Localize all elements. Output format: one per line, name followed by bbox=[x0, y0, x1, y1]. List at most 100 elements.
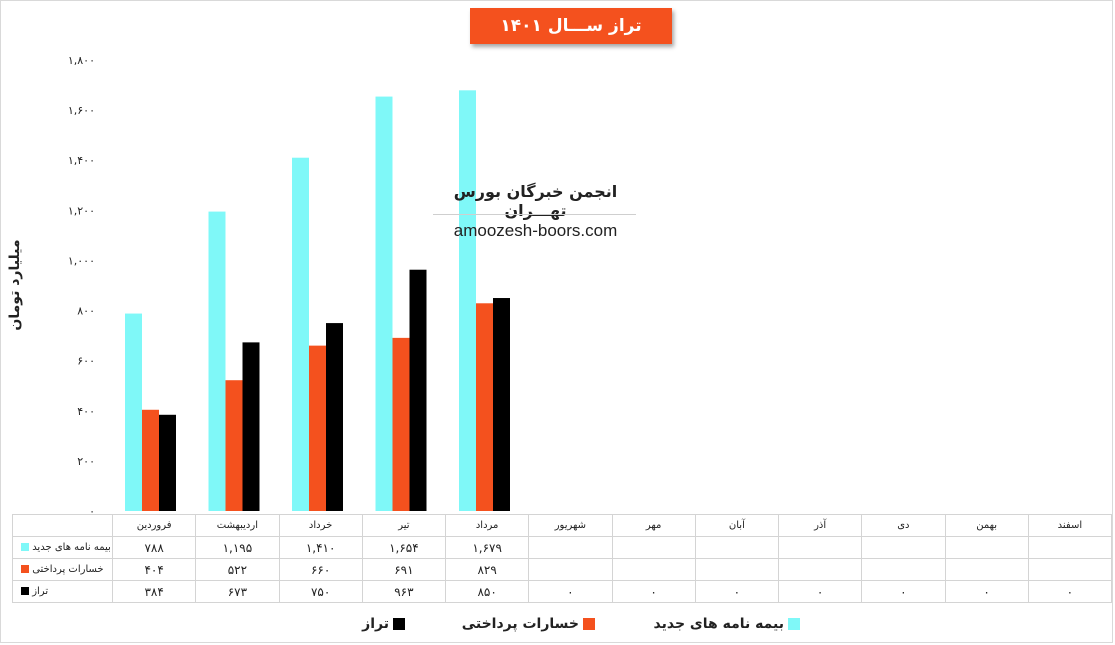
table-month-header: اسفند bbox=[1027, 514, 1113, 537]
table-cell bbox=[694, 558, 780, 581]
table-month-header: مرداد bbox=[444, 514, 530, 537]
y-tick-label: ۶۰۰ bbox=[77, 355, 95, 368]
table-cell bbox=[1027, 558, 1113, 581]
table-cell: ۱,۶۵۴ bbox=[361, 536, 447, 559]
y-tick-label: ۱,۶۰۰ bbox=[68, 104, 95, 117]
table-row-header: خسارات پرداختی bbox=[12, 558, 113, 581]
table-corner-cell bbox=[12, 514, 113, 537]
bar-balance bbox=[242, 342, 260, 511]
chart-title: تراز ســـال ۱۴۰۱ آســـــیا bbox=[470, 8, 672, 72]
table-cell bbox=[611, 536, 696, 559]
y-tick-label: ۱,۲۰۰ bbox=[68, 204, 95, 217]
balance-swatch bbox=[21, 587, 29, 595]
bar-claims bbox=[225, 380, 243, 511]
table-cell: ۸۵۰ bbox=[444, 580, 530, 603]
table-row-label: خسارات پرداختی bbox=[32, 564, 104, 575]
table-month-header: اردیبهشت bbox=[195, 514, 280, 537]
table-cell: ۷۸۸ bbox=[111, 536, 197, 559]
table-row-premium: بیمه نامه های جدید ۷۸۸ ۱,۱۹۵ ۱,۴۱۰ ۱,۶۵۴… bbox=[12, 536, 1113, 559]
table-cell: ۰ bbox=[861, 580, 946, 603]
table-cell: ۴۰۴ bbox=[111, 558, 197, 581]
table-month-header: مهر bbox=[611, 514, 696, 537]
table-cell bbox=[528, 558, 613, 581]
legend-label-claims: خسارات پرداختی bbox=[461, 616, 579, 632]
legend-item-claims: خسارات پرداختی bbox=[462, 616, 595, 632]
bar-balance bbox=[159, 414, 176, 511]
y-tick-label: ۸۰۰ bbox=[77, 305, 95, 318]
table-cell: ۳۸۴ bbox=[111, 580, 197, 603]
watermark-divider bbox=[433, 214, 636, 215]
table-cell: ۱,۶۷۹ bbox=[444, 536, 530, 559]
y-tick-label: ۱,۸۰۰ bbox=[68, 54, 95, 67]
y-tick-label: ۱,۴۰۰ bbox=[68, 154, 95, 167]
table-cell: ۵۲۲ bbox=[195, 558, 280, 581]
watermark-title: انجمن خبرگان بورس تهـــران bbox=[453, 182, 618, 220]
watermark-url: amoozesh-boors.com bbox=[453, 221, 618, 240]
bar-balance bbox=[326, 323, 343, 511]
y-tick-label: ۰ bbox=[89, 505, 95, 518]
table-cell bbox=[694, 536, 780, 559]
table-cell bbox=[861, 536, 946, 559]
table-month-header: شهریور bbox=[528, 514, 613, 537]
legend-swatch-balance bbox=[393, 618, 405, 630]
table-row-label: بیمه نامه های جدید bbox=[32, 542, 111, 553]
bar-claims bbox=[309, 345, 326, 511]
legend-label-premium: بیمه نامه های جدید bbox=[653, 616, 784, 632]
table-cell bbox=[944, 536, 1029, 559]
table-cell: ۶۹۱ bbox=[361, 558, 447, 581]
table-cell: ۸۲۹ bbox=[444, 558, 530, 581]
bar-claims bbox=[392, 337, 410, 511]
table-month-header: بهمن bbox=[944, 514, 1029, 537]
premium-swatch bbox=[21, 543, 29, 551]
table-cell: ۰ bbox=[777, 580, 863, 603]
y-tick-label: ۱,۰۰۰ bbox=[68, 254, 95, 267]
table-cell: ۶۶۰ bbox=[278, 558, 363, 581]
bar-premium bbox=[125, 313, 142, 511]
table-month-header: آبان bbox=[694, 514, 780, 537]
table-cell: ۰ bbox=[694, 580, 780, 603]
claims-swatch bbox=[21, 565, 29, 573]
table-header-row: فروردین اردیبهشت خرداد تیر مرداد شهریور … bbox=[12, 514, 1113, 537]
bar-premium bbox=[292, 157, 309, 511]
bar-premium bbox=[375, 96, 393, 511]
table-row-header: تراز bbox=[12, 580, 113, 603]
table-cell: ۰ bbox=[528, 580, 613, 603]
bar-balance bbox=[493, 298, 510, 511]
legend-swatch-premium bbox=[788, 618, 800, 630]
table-month-header: دی bbox=[861, 514, 946, 537]
table-cell: ۰ bbox=[1027, 580, 1113, 603]
table-cell: ۰ bbox=[611, 580, 696, 603]
table-cell: ۹۶۳ bbox=[361, 580, 447, 603]
bar-claims bbox=[476, 303, 493, 511]
bar-balance bbox=[409, 269, 427, 511]
table-row-balance: تراز ۳۸۴ ۶۷۳ ۷۵۰ ۹۶۳ ۸۵۰ ۰ ۰ ۰ ۰ ۰ ۰ ۰ bbox=[12, 580, 1113, 603]
legend-item-premium: بیمه نامه های جدید bbox=[654, 616, 800, 632]
table-cell: ۱,۴۱۰ bbox=[278, 536, 363, 559]
table-cell: ۰ bbox=[944, 580, 1029, 603]
legend-item-balance: تراز bbox=[362, 616, 405, 632]
table-month-header: خرداد bbox=[278, 514, 363, 537]
y-tick-label: ۲۰۰ bbox=[77, 455, 95, 468]
table-cell: ۶۷۳ bbox=[195, 580, 280, 603]
table-cell: ۱,۱۹۵ bbox=[195, 536, 280, 559]
table-cell: ۷۵۰ bbox=[278, 580, 363, 603]
table-row-label: تراز bbox=[32, 586, 49, 597]
table-cell bbox=[777, 558, 863, 581]
table-month-header: آذر bbox=[777, 514, 863, 537]
table-cell bbox=[1027, 536, 1113, 559]
legend: بیمه نامه های جدید خسارات پرداختی تراز bbox=[360, 616, 800, 638]
data-table: فروردین اردیبهشت خرداد تیر مرداد شهریور … bbox=[12, 514, 1113, 603]
table-row-claims: خسارات پرداختی ۴۰۴ ۵۲۲ ۶۶۰ ۶۹۱ ۸۲۹ bbox=[12, 558, 1113, 581]
table-month-header: تیر bbox=[361, 514, 447, 537]
y-tick-label: ۴۰۰ bbox=[77, 405, 95, 418]
table-cell bbox=[528, 536, 613, 559]
bar-premium bbox=[208, 211, 226, 511]
table-cell bbox=[944, 558, 1029, 581]
legend-swatch-claims bbox=[583, 618, 595, 630]
table-cell bbox=[611, 558, 696, 581]
bar-premium bbox=[459, 90, 476, 511]
table-cell bbox=[777, 536, 863, 559]
table-cell bbox=[861, 558, 946, 581]
